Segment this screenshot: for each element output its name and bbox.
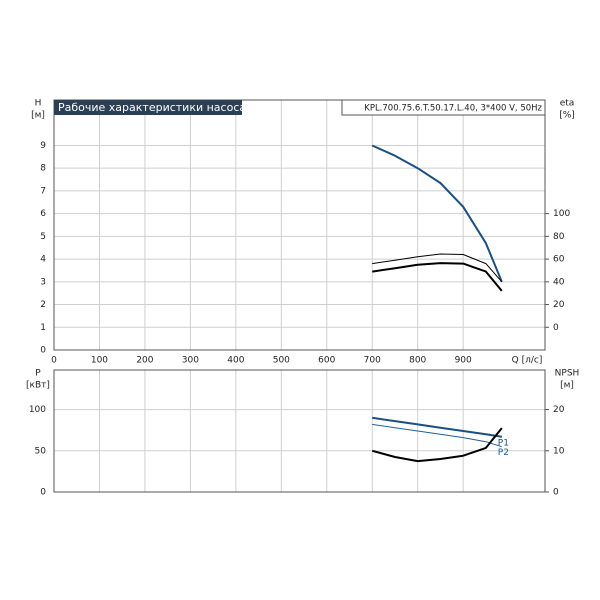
chart-subtitle: KPL.700.75.6.T.50.17.L.40, 3*400 V, 50Hz xyxy=(364,104,542,114)
y-tick-label: 1 xyxy=(40,323,46,333)
y-tick-label: 5 xyxy=(40,232,46,242)
x-axis-title: Q [л/с] xyxy=(512,356,543,366)
curve xyxy=(372,423,502,448)
curve xyxy=(372,253,503,283)
x-tick-label: 0 xyxy=(51,356,57,366)
y-tick-label: 7 xyxy=(40,186,46,196)
x-tick-label: 400 xyxy=(227,356,244,366)
curve-label: P1 xyxy=(498,438,509,448)
y2-tick-label: 10 xyxy=(553,446,565,456)
plot-frame xyxy=(53,369,546,493)
y-tick-label: 0 xyxy=(40,346,46,356)
plot-frame xyxy=(53,99,546,351)
y2-tick-label: 0 xyxy=(553,488,559,498)
y2-tick-label: 80 xyxy=(553,232,565,242)
x-tick-label: 600 xyxy=(318,356,335,366)
curve xyxy=(372,416,502,438)
chart-title: Рабочие характеристики насоса xyxy=(58,101,246,114)
y-tick-label: 0 xyxy=(40,488,46,498)
x-tick-label: 900 xyxy=(455,356,472,366)
subtitle-box xyxy=(341,99,546,116)
y2-tick-label: 60 xyxy=(553,255,565,265)
y2-tick-label: 40 xyxy=(553,277,565,287)
y2-axis-unit: [%] xyxy=(559,111,575,121)
x-tick-label: 500 xyxy=(273,356,290,366)
x-tick-label: 200 xyxy=(136,356,153,366)
y-tick-label: 100 xyxy=(29,405,46,415)
y2-axis-title: eta xyxy=(560,99,575,109)
y-axis-title: P xyxy=(35,369,41,379)
y-tick-label: 8 xyxy=(40,164,46,174)
y-tick-label: 6 xyxy=(40,209,46,219)
x-tick-label: 300 xyxy=(182,356,199,366)
y2-tick-label: 20 xyxy=(553,405,565,415)
y2-tick-label: 0 xyxy=(553,323,559,333)
y2-tick-label: 20 xyxy=(553,300,565,310)
y-axis-unit: [кВт] xyxy=(26,381,50,391)
y-tick-label: 3 xyxy=(40,277,46,287)
x-tick-label: 100 xyxy=(91,356,108,366)
curve xyxy=(372,262,503,292)
y-tick-label: 4 xyxy=(40,255,46,265)
curve-label: P2 xyxy=(498,448,509,458)
y2-tick-label: 100 xyxy=(553,209,570,219)
title-box xyxy=(54,100,242,115)
y-axis-title: H xyxy=(35,99,42,109)
y2-axis-title: NPSH xyxy=(555,369,580,379)
y-axis-unit: [м] xyxy=(31,111,45,121)
y2-axis-unit: [м] xyxy=(560,381,574,391)
y-tick-label: 50 xyxy=(35,446,47,456)
curve xyxy=(371,144,503,283)
curve xyxy=(371,427,503,463)
x-tick-label: 700 xyxy=(364,356,381,366)
x-tick-label: 800 xyxy=(409,356,426,366)
y-tick-label: 9 xyxy=(40,141,46,151)
y-tick-label: 2 xyxy=(40,300,46,310)
